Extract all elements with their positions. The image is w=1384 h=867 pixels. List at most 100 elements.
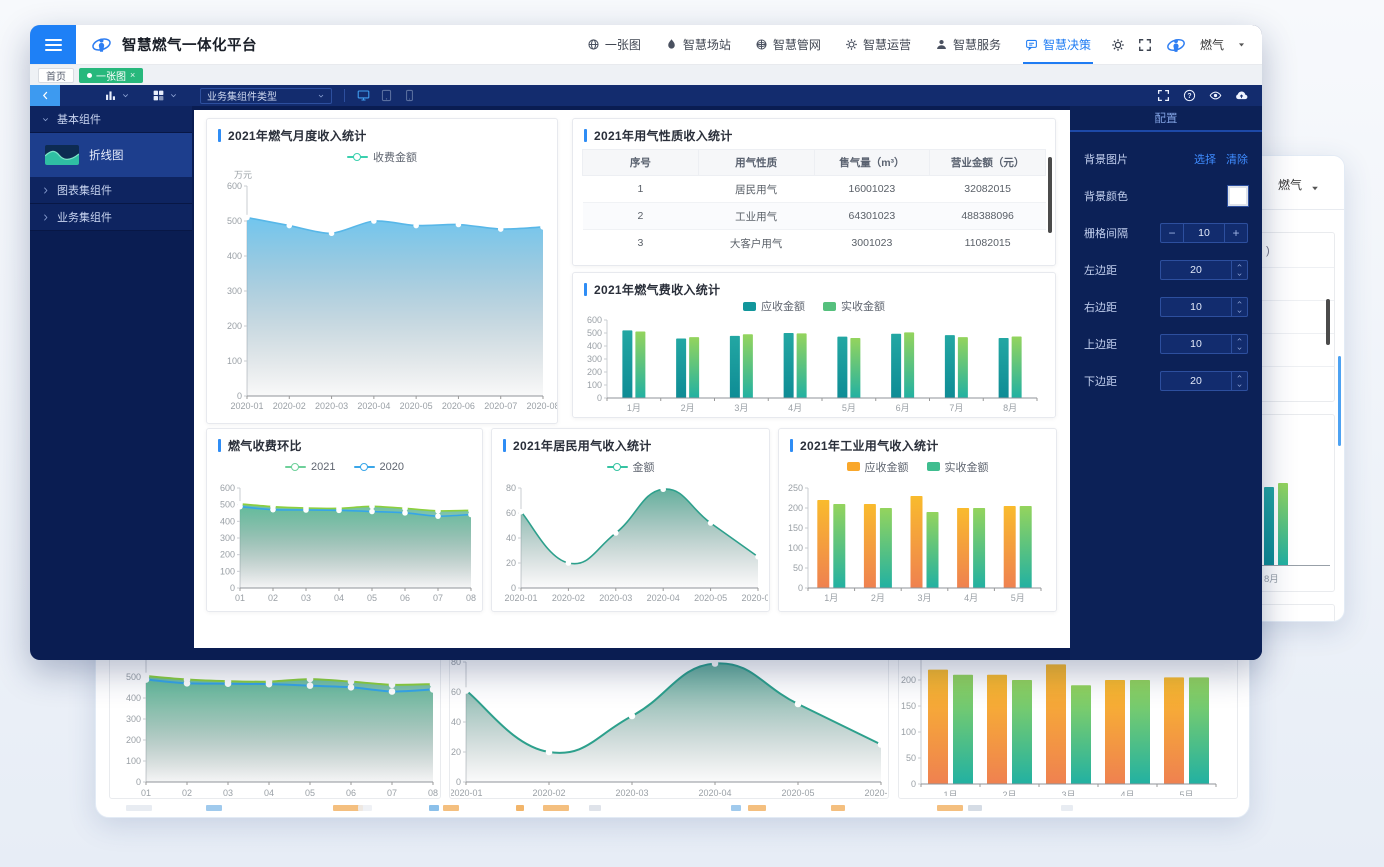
nav-item-label: 智慧决策 — [1043, 36, 1091, 53]
number-value[interactable]: 10 — [1161, 298, 1231, 316]
svg-text:100: 100 — [788, 543, 803, 553]
chart-component-caret-icon[interactable] — [121, 91, 130, 100]
table-row[interactable]: 2工业用气64301023488388096 — [583, 203, 1046, 230]
nav-item-label: 智慧管网 — [773, 36, 821, 53]
sidebar-section-图表集组件[interactable]: 图表集组件 — [30, 177, 192, 204]
panel-fee-mom[interactable]: 燃气收费环比 20212020 010020030040050060001020… — [206, 428, 483, 612]
spin-down-button[interactable] — [1232, 344, 1247, 353]
legend-line-marker — [291, 463, 299, 471]
svg-text:200: 200 — [126, 735, 141, 745]
右边距-number-input[interactable]: 10 — [1160, 297, 1248, 317]
下边距-number-input[interactable]: 20 — [1160, 371, 1248, 391]
svg-text:2020-01: 2020-01 — [504, 593, 537, 603]
table-scrollbar-thumb[interactable] — [1048, 157, 1052, 233]
上边距-number-input[interactable]: 10 — [1160, 334, 1248, 354]
grid-component-icon[interactable] — [152, 89, 165, 102]
fullscreen-canvas-icon[interactable] — [1157, 89, 1170, 102]
background-color-swatch[interactable] — [1228, 186, 1248, 206]
nav-item-智慧决策[interactable]: 智慧决策 — [1013, 25, 1103, 64]
table-row[interactable]: 3大客户用气300102311082015 — [583, 230, 1046, 257]
左边距-number-input[interactable]: 20 — [1160, 260, 1248, 280]
svg-text:2020-04: 2020-04 — [647, 593, 680, 603]
hamburger-menu-button[interactable] — [30, 25, 76, 64]
spin-up-button[interactable] — [1232, 335, 1247, 344]
stepper-value[interactable]: 10 — [1183, 224, 1225, 242]
stepper-minus-button[interactable]: − — [1161, 224, 1183, 242]
phone-preview-icon[interactable] — [403, 89, 416, 102]
window-scrollbar-thumb[interactable] — [1338, 356, 1341, 446]
fee-income-chart: 01002003004005006001月2月3月4月5月6月7月8月 — [575, 314, 1053, 416]
spin-up-button[interactable] — [1232, 298, 1247, 307]
panel-industry-income[interactable]: 2021年工业用气收入统计 应收金额实收金额 0501001502002501月… — [778, 428, 1057, 612]
fullscreen-icon[interactable] — [1138, 38, 1152, 52]
svg-text:300: 300 — [126, 714, 141, 724]
nav-item-智慧场站[interactable]: 智慧场站 — [653, 25, 743, 64]
legend-item-应收金额[interactable]: 应收金额 — [847, 459, 909, 475]
tab-首页[interactable]: 首页 — [38, 68, 74, 83]
resident-income-chart: 0204060802020-012020-022020-032020-04202… — [493, 476, 768, 608]
svg-text:20: 20 — [451, 747, 461, 757]
panel-title: 2021年用气性质收入统计 — [594, 127, 733, 144]
settings-gear-icon[interactable] — [1111, 38, 1125, 52]
选择-link[interactable]: 选择 — [1194, 151, 1216, 167]
spin-up-button[interactable] — [1232, 372, 1247, 381]
sidebar-section-label: 图表集组件 — [57, 182, 112, 198]
stepper-plus-button[interactable]: + — [1225, 224, 1247, 242]
legend-item-实收金额[interactable]: 实收金额 — [823, 298, 885, 314]
component-type-select[interactable]: 业务集组件类型 — [200, 88, 332, 104]
preview-eye-icon[interactable] — [1209, 89, 1222, 102]
chart-component-icon[interactable] — [104, 89, 117, 102]
number-value[interactable]: 10 — [1161, 335, 1231, 353]
brand-caret-icon[interactable] — [1237, 40, 1246, 49]
nav-item-智慧服务[interactable]: 智慧服务 — [923, 25, 1013, 64]
nav-item-智慧运营[interactable]: 智慧运营 — [833, 25, 923, 64]
legend-item-2020[interactable]: 2020 — [354, 461, 404, 473]
sidebar-item-label: 折线图 — [89, 147, 124, 163]
save-cloud-icon[interactable] — [1235, 89, 1248, 102]
desktop-preview-icon[interactable] — [357, 89, 370, 102]
legend-item-收费金额[interactable]: 收费金额 — [347, 149, 417, 165]
legend-item-金额[interactable]: 金额 — [607, 459, 655, 475]
decision-icon — [1025, 38, 1038, 51]
spin-down-button[interactable] — [1232, 381, 1247, 390]
table-cell: 32082015 — [930, 176, 1046, 203]
nav-item-一张图[interactable]: 一张图 — [575, 25, 653, 64]
legend-item-应收金额[interactable]: 应收金额 — [743, 298, 805, 314]
spin-down-button[interactable] — [1232, 307, 1247, 316]
tab-一张图[interactable]: 一张图× — [79, 68, 143, 83]
nav-item-智慧管网[interactable]: 智慧管网 — [743, 25, 833, 64]
table-row[interactable]: 1居民用气1600102332082015 — [583, 176, 1046, 203]
sidebar-collapse-button[interactable] — [30, 85, 60, 106]
tablet-preview-icon[interactable] — [380, 89, 393, 102]
legend-item-2021[interactable]: 2021 — [285, 461, 335, 473]
tab-close-icon[interactable]: × — [130, 70, 135, 80]
svg-text:2020-05: 2020-05 — [400, 401, 433, 411]
panel-monthly-income[interactable]: 2021年燃气月度收入统计 收费金额 0100200300400500600万元… — [206, 118, 558, 424]
table-header: 序号用气性质售气量（m³）营业金额（元） — [583, 150, 1046, 176]
table-scrollbar-thumb[interactable] — [1326, 299, 1330, 345]
select-caret-icon — [317, 92, 325, 100]
spin-down-button[interactable] — [1232, 270, 1247, 279]
svg-text:50: 50 — [906, 753, 916, 763]
sidebar-section-基本组件[interactable]: 基本组件 — [30, 106, 192, 133]
svg-text:500: 500 — [587, 328, 602, 338]
panel-usage-table[interactable]: 2021年用气性质收入统计 序号用气性质售气量（m³）营业金额（元） 1居民用气… — [572, 118, 1056, 266]
chart-legend: 收费金额 — [207, 147, 557, 166]
legend-item-实收金额[interactable]: 实收金额 — [927, 459, 989, 475]
help-icon[interactable]: ? — [1183, 89, 1196, 102]
panel-fee-income[interactable]: 2021年燃气费收入统计 应收金额实收金额 010020030040050060… — [572, 272, 1056, 418]
config-label: 栅格间隔 — [1084, 225, 1146, 241]
grid-component-caret-icon[interactable] — [169, 91, 178, 100]
sidebar-section-业务集组件[interactable]: 业务集组件 — [30, 204, 192, 231]
panel-resident-income[interactable]: 2021年居民用气收入统计 金额 0204060802020-012020-02… — [491, 428, 770, 612]
number-value[interactable]: 20 — [1161, 261, 1231, 279]
svg-text:01: 01 — [141, 788, 151, 796]
number-value[interactable]: 20 — [1161, 372, 1231, 390]
panel-accent — [584, 283, 587, 296]
svg-text:400: 400 — [587, 341, 602, 351]
清除-link[interactable]: 清除 — [1226, 151, 1248, 167]
sidebar-item-折线图[interactable]: 折线图 — [30, 133, 192, 177]
clipped-text-fragment: ) — [1266, 245, 1270, 257]
spin-up-button[interactable] — [1232, 261, 1247, 270]
config-row-上边距: 上边距10 — [1084, 333, 1248, 355]
